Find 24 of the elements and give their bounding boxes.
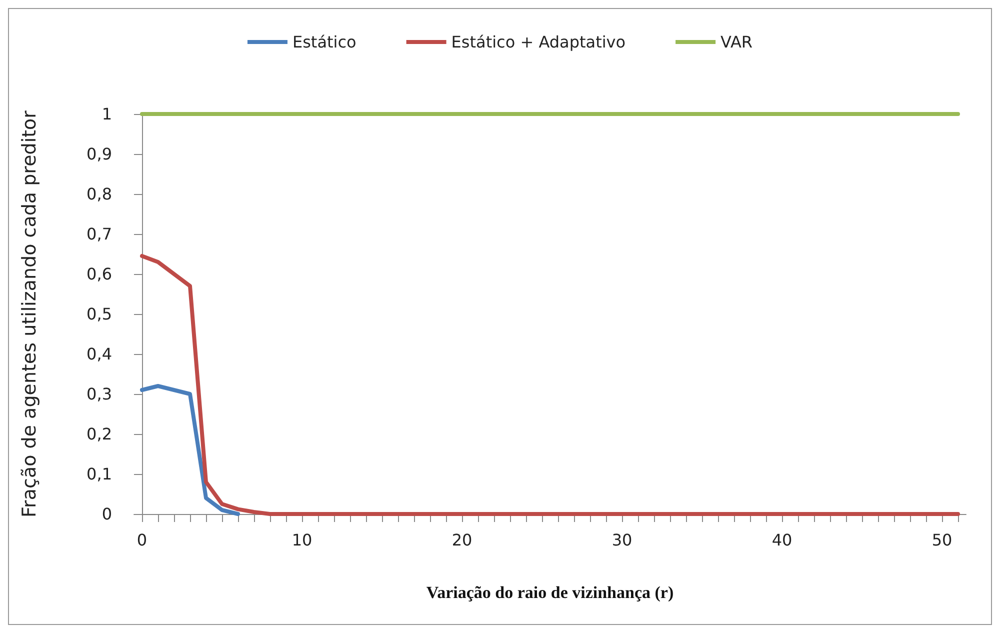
y-axis-title: Fração de agentes utilizando cada preditor <box>18 110 40 518</box>
line-series <box>140 384 240 516</box>
legend-label: Estático + Adaptativo <box>451 32 626 52</box>
y-tick-label: 0,8 <box>86 184 112 204</box>
y-tick-label: 0,5 <box>86 304 112 324</box>
y-tick-label: 0,4 <box>86 344 112 364</box>
legend-label: Estático <box>292 32 356 52</box>
y-tick-label: 0 <box>102 504 112 524</box>
line-series <box>140 254 960 516</box>
y-tick-label: 0,6 <box>86 264 112 284</box>
y-tick-label: 0,2 <box>86 424 112 444</box>
y-tick-label: 0,9 <box>86 144 112 164</box>
x-tick-label: 50 <box>932 530 952 550</box>
x-tick-label: 10 <box>292 530 312 550</box>
x-tick-label: 40 <box>772 530 792 550</box>
y-tick-label: 0,1 <box>86 464 112 484</box>
y-tick-label: 1 <box>102 104 112 124</box>
y-tick-label: 0,7 <box>86 224 112 244</box>
x-tick-label: 30 <box>612 530 632 550</box>
x-tick-label: 20 <box>452 530 472 550</box>
legend-label: VAR <box>720 32 753 52</box>
y-tick-label: 0,3 <box>86 384 112 404</box>
x-axis-title: Variação do raio de vizinhança (r) <box>426 583 674 602</box>
x-tick-label: 0 <box>136 530 148 550</box>
